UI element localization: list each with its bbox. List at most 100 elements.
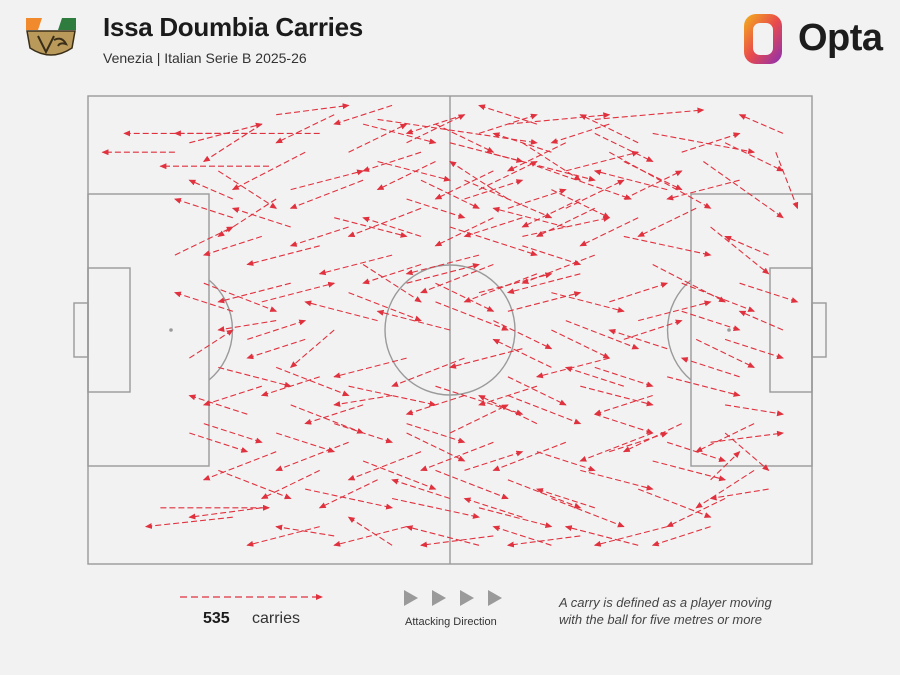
- carry-arrow: [507, 376, 567, 406]
- carry-arrow: [289, 329, 335, 369]
- carry-arrow: [536, 207, 596, 237]
- carry-arrow: [493, 320, 553, 350]
- carry-arrow: [594, 132, 654, 162]
- carry-arrow: [478, 385, 538, 406]
- carry-arrow: [739, 282, 799, 303]
- carry-arrow: [217, 282, 291, 304]
- carry-arrow: [463, 273, 538, 303]
- carry-arrow: [406, 423, 466, 444]
- carry-arrow: [362, 216, 422, 237]
- carry-arrow: [231, 207, 291, 228]
- attacking-direction-label: Attacking Direction: [405, 616, 497, 628]
- carry-arrow: [564, 525, 639, 546]
- carry-arrow: [189, 329, 234, 359]
- carry-arrow: [478, 272, 553, 294]
- carry-arrow: [449, 226, 538, 257]
- carry-arrow: [217, 320, 277, 332]
- carry-arrow: [522, 245, 582, 266]
- carry-arrow: [666, 179, 740, 201]
- carry-arrow: [333, 357, 407, 379]
- carry-arrow: [188, 507, 262, 520]
- carry-arrow: [579, 217, 639, 247]
- carry-arrow: [609, 282, 669, 303]
- carry-arrow: [348, 385, 437, 407]
- carry-arrow: [593, 169, 668, 191]
- carry-arrow: [275, 114, 335, 144]
- carry-arrow: [507, 112, 611, 125]
- carry-arrow: [174, 226, 234, 256]
- carry-arrow: [492, 441, 566, 472]
- carry-arrow: [202, 235, 262, 257]
- carry-arrow: [507, 479, 582, 509]
- carry-arrow: [710, 226, 770, 275]
- carry-arrow: [246, 338, 306, 360]
- carry-arrow: [478, 507, 553, 528]
- carry-arrow: [667, 376, 741, 397]
- carry-arrow: [290, 404, 365, 434]
- carry-arrow: [173, 291, 233, 312]
- carry-arrow: [652, 132, 756, 155]
- carry-arrow: [623, 161, 683, 191]
- carry-arrow: [435, 123, 495, 153]
- carry-arrow: [318, 254, 393, 276]
- carry-arrow: [681, 310, 741, 332]
- carry-arrow: [202, 385, 262, 406]
- carry-count-label: carries: [252, 610, 301, 627]
- carry-arrow: [246, 526, 320, 547]
- carry-arrow: [334, 217, 408, 238]
- carry-arrow: [580, 385, 654, 407]
- carry-arrow: [681, 282, 756, 312]
- carry-arrow: [333, 526, 407, 547]
- carry-arrow: [536, 165, 632, 200]
- carry-arrow: [536, 451, 596, 472]
- carry-arrow: [405, 525, 480, 546]
- carry-arrow: [724, 432, 770, 472]
- carry-arrow: [725, 404, 784, 417]
- carry-arrow: [434, 217, 494, 247]
- carry-arrow: [333, 394, 393, 407]
- carry-arrow: [318, 479, 378, 509]
- attacking-direction-arrows-icon: [404, 590, 502, 606]
- carry-arrow: [420, 535, 494, 548]
- carry-arrow: [695, 423, 755, 453]
- carry-arrow: [623, 170, 683, 200]
- carry-arrow: [478, 104, 538, 125]
- carry-arrow: [406, 198, 466, 219]
- carry-arrow: [564, 366, 624, 387]
- carry-arrow: [637, 207, 697, 237]
- carry-arrow: [492, 338, 552, 368]
- carry-arrow: [218, 366, 292, 388]
- carry-arrow: [478, 113, 538, 134]
- carry-arrow: [305, 488, 394, 510]
- carry-arrow: [507, 142, 567, 172]
- carry-arrow: [652, 264, 726, 303]
- carry-arrow: [565, 150, 640, 172]
- carry-arrow: [463, 217, 523, 238]
- carry-arrow: [435, 282, 495, 312]
- carry-arrow: [405, 254, 480, 276]
- carry-arrow: [276, 432, 336, 453]
- carry-arrow: [565, 179, 625, 209]
- carry-arrow: [260, 469, 320, 499]
- carry-arrow: [695, 469, 755, 509]
- carry-arrow: [579, 114, 639, 144]
- carry-arrows: [101, 103, 799, 548]
- carry-arrow: [594, 366, 654, 388]
- carry-arrow: [565, 320, 640, 350]
- venezia-badge-logo: [26, 18, 76, 56]
- carry-arrow: [435, 301, 509, 331]
- carry-arrow: [492, 132, 552, 153]
- carry-arrow: [231, 151, 306, 191]
- carry-arrow: [608, 328, 668, 350]
- carry-arrow: [289, 226, 349, 247]
- carry-arrow: [593, 526, 668, 547]
- carry-arrow: [290, 169, 365, 191]
- carry-arrow: [724, 235, 769, 256]
- note-line-1: A carry is defined as a player moving: [559, 595, 772, 610]
- carry-arrow: [464, 179, 553, 219]
- carry-arrow: [362, 460, 437, 490]
- carry-arrow: [535, 488, 595, 509]
- carry-arrow: [362, 151, 422, 172]
- carry-arrow: [464, 450, 524, 471]
- carry-arrow: [362, 263, 422, 285]
